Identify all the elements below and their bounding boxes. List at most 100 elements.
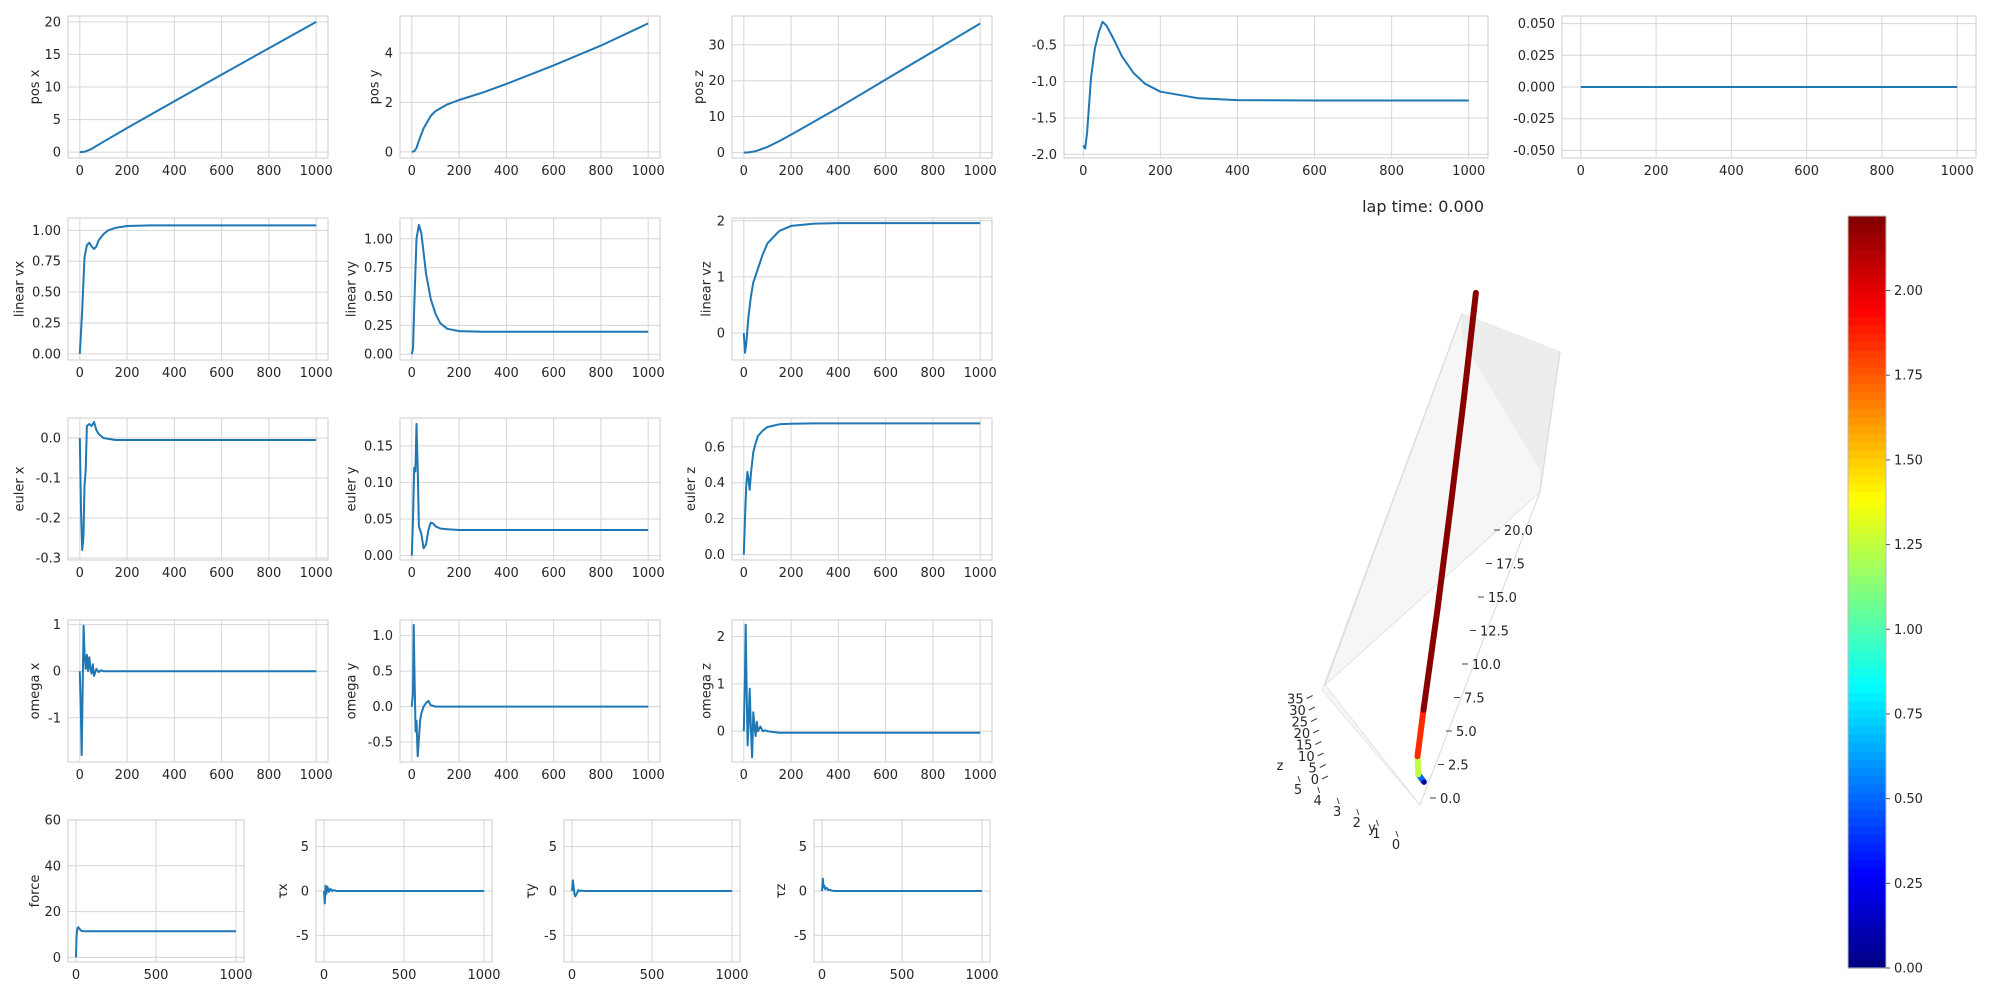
euler-y-xtick-label: 400 <box>494 566 519 581</box>
colorbar-segment <box>1848 717 1886 727</box>
x-axis-tick-label: 2.5 <box>1448 759 1469 774</box>
pos-y-xtick-label: 0 <box>408 164 416 179</box>
omega-y-ytick-label: 1.0 <box>372 629 393 644</box>
euler-y-xtick-label: 200 <box>447 566 472 581</box>
force-ytick-label: 60 <box>44 814 61 829</box>
trajectory-segment <box>1434 500 1454 612</box>
pos-y-series-line <box>411 22 649 153</box>
linear-vy-ytick-label: 0.00 <box>364 348 393 363</box>
panel-5-ytick-label: 0.050 <box>1518 17 1555 32</box>
colorbar-segment <box>1848 466 1886 476</box>
linear-vz-ytick-label: 1 <box>717 270 725 285</box>
colorbar-tick-label: 1.75 <box>1894 369 1923 384</box>
force-ylabel: force <box>28 875 43 908</box>
linear-vx-ytick-label: 1.00 <box>32 224 61 239</box>
chart-force: 0 500 1000 0 20 40 60 force <box>28 814 253 984</box>
linear-vy-xtick-label: 200 <box>447 366 472 381</box>
linear-vx-xtick-label: 800 <box>256 366 281 381</box>
linear-vy-ytick-label: 1.00 <box>364 232 393 247</box>
colorbar-tick-label: 2.00 <box>1894 284 1923 299</box>
tau-y-xtick-label: 0 <box>568 968 576 983</box>
colorbar-segment <box>1848 642 1886 652</box>
tau-y-xtick-label: 500 <box>640 968 665 983</box>
linear-vx-xtick-label: 400 <box>162 366 187 381</box>
euler-z-xtick-label: 400 <box>826 566 851 581</box>
z-axis-label: z <box>1277 759 1284 774</box>
linear-vy-xtick-label: 0 <box>408 366 416 381</box>
linear-vz-xtick-label: 0 <box>740 366 748 381</box>
omega-x-xtick-label: 200 <box>115 768 140 783</box>
tau-y-xtick-label: 1000 <box>715 968 748 983</box>
pos-z-xtick-label: 400 <box>826 164 851 179</box>
pos-x-xtick-label: 0 <box>76 164 84 179</box>
euler-y-xtick-label: 800 <box>588 566 613 581</box>
linear-vx-xtick-label: 1000 <box>300 366 333 381</box>
pos-x-ytick-label: 5 <box>53 113 61 128</box>
force-ytick-label: 0 <box>53 951 61 966</box>
colorbar-segment <box>1848 299 1886 309</box>
panel-4-xtick-label: 800 <box>1379 164 1404 179</box>
colorbar-segment <box>1848 216 1886 225</box>
trajectory-segment <box>1460 289 1479 402</box>
chart-omega-z: 0 200 400 600 800 1000 0 1 2 omega z <box>699 619 997 783</box>
omega-y-xtick-label: 800 <box>588 768 613 783</box>
tau-x-frame <box>315 819 493 963</box>
linear-vy-plot-area <box>400 218 660 360</box>
tau-y-ytick-label: 0 <box>549 885 557 900</box>
pos-y-plot-area <box>400 16 660 158</box>
omega-y-xtick-label: 600 <box>541 768 566 783</box>
euler-x-xtick-label: 600 <box>209 566 234 581</box>
panel-4-ytick-label: -1.5 <box>1032 111 1057 126</box>
omega-x-xtick-label: 1000 <box>300 768 333 783</box>
omega-x-xtick-label: 600 <box>209 768 234 783</box>
colorbar-segment <box>1848 934 1886 944</box>
z-axis-tick-label: 10 <box>1298 750 1315 765</box>
trajectory-start-point <box>1421 779 1427 785</box>
colorbar-segment <box>1848 516 1886 526</box>
euler-y-ytick-label: 0.00 <box>364 549 393 564</box>
colorbar-segment <box>1848 291 1886 301</box>
pane-top <box>1462 314 1560 492</box>
colorbar-segment <box>1848 667 1886 677</box>
linear-vx-ytick-label: 0.00 <box>32 347 61 362</box>
euler-z-series-line <box>742 422 981 555</box>
chart-pos-x: 0 200 400 600 800 1000 0 5 10 15 20 pos x <box>28 15 333 179</box>
z-axis-tick <box>1312 729 1320 734</box>
colorbar-segment <box>1848 951 1886 961</box>
colorbar-segment <box>1848 399 1886 409</box>
pos-y-xtick-label: 1000 <box>632 164 665 179</box>
colorbar-segment <box>1848 324 1886 334</box>
pos-y-ytick-label: 0 <box>385 145 393 160</box>
chart-tau-x: 0 500 1000 -5 0 5 τx <box>276 819 501 983</box>
colorbar-segment <box>1848 249 1886 259</box>
omega-z-xtick-label: 0 <box>740 768 748 783</box>
linear-vz-ytick-label: 2 <box>717 214 725 229</box>
y-axis-tick-label: 1 <box>1372 827 1380 842</box>
pos-x-xtick-label: 600 <box>209 164 234 179</box>
colorbar-segment <box>1848 784 1886 794</box>
y-axis-tick-label: 4 <box>1313 794 1321 809</box>
tau-x-xtick-label: 1000 <box>467 968 500 983</box>
colorbar-segment <box>1848 558 1886 568</box>
colorbar-segment <box>1848 224 1886 234</box>
euler-y-ylabel: euler y <box>345 466 360 511</box>
pos-x-frame <box>67 15 329 159</box>
euler-x-series-line <box>78 421 317 551</box>
tau-y-frame <box>563 819 741 963</box>
panel-4-series-line <box>1082 20 1469 150</box>
colorbar-segment <box>1848 792 1886 802</box>
pos-z-xtick-label: 1000 <box>964 164 997 179</box>
z-axis-tick-label: 0 <box>1311 773 1319 788</box>
euler-x-ytick-label: -0.3 <box>36 552 61 567</box>
euler-z-xtick-label: 1000 <box>964 566 997 581</box>
colorbar-segment <box>1848 617 1886 627</box>
tau-x-series-line <box>323 884 484 905</box>
colorbar-segment <box>1848 550 1886 560</box>
pos-z-series-line <box>743 22 981 154</box>
colorbar-segment <box>1848 800 1886 810</box>
pos-y-ylabel: pos y <box>367 69 382 104</box>
linear-vx-frame <box>67 217 329 361</box>
omega-x-xtick-label: 400 <box>162 768 187 783</box>
euler-z-ytick-label: 0.4 <box>704 476 725 491</box>
omega-z-ytick-label: 1 <box>717 677 725 692</box>
